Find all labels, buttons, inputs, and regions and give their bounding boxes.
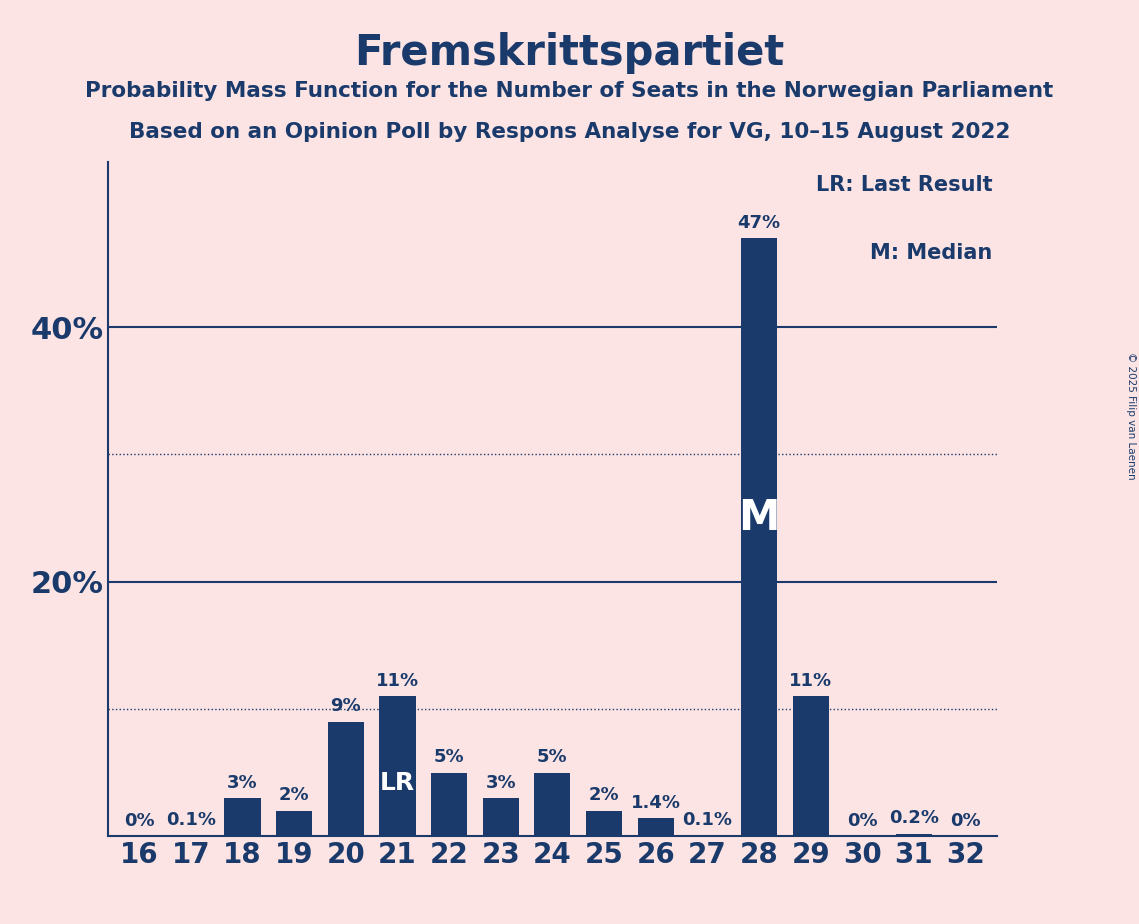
Text: 0%: 0% [124, 812, 155, 830]
Text: Fremskrittspartiet: Fremskrittspartiet [354, 32, 785, 74]
Text: M: M [738, 497, 780, 539]
Text: 0.1%: 0.1% [682, 810, 732, 829]
Text: LR: LR [380, 771, 415, 795]
Bar [328, 722, 363, 836]
Text: LR: Last Result: LR: Last Result [816, 176, 992, 195]
Bar [638, 819, 674, 836]
Text: 5%: 5% [538, 748, 567, 766]
Text: 47%: 47% [737, 213, 780, 232]
Bar [741, 238, 777, 836]
Text: 2%: 2% [589, 786, 620, 805]
Bar [483, 798, 519, 836]
Text: 0.2%: 0.2% [888, 809, 939, 827]
Bar [585, 810, 622, 836]
Bar [896, 833, 932, 836]
Text: 0.1%: 0.1% [166, 810, 216, 829]
Text: 3%: 3% [485, 773, 516, 792]
Text: © 2025 Filip van Laenen: © 2025 Filip van Laenen [1126, 352, 1136, 480]
Bar [431, 772, 467, 836]
Text: M: Median: M: Median [870, 243, 992, 262]
Bar [379, 696, 416, 836]
Text: 1.4%: 1.4% [631, 794, 681, 812]
Bar [276, 810, 312, 836]
Bar [534, 772, 571, 836]
Bar [173, 835, 208, 836]
Text: 11%: 11% [376, 672, 419, 690]
Text: 5%: 5% [434, 748, 465, 766]
Text: 3%: 3% [227, 773, 257, 792]
Bar [224, 798, 261, 836]
Text: Based on an Opinion Poll by Respons Analyse for VG, 10–15 August 2022: Based on an Opinion Poll by Respons Anal… [129, 122, 1010, 142]
Bar [793, 696, 829, 836]
Bar [689, 835, 726, 836]
Text: 2%: 2% [279, 786, 310, 805]
Text: 9%: 9% [330, 698, 361, 715]
Text: Probability Mass Function for the Number of Seats in the Norwegian Parliament: Probability Mass Function for the Number… [85, 81, 1054, 102]
Text: 0%: 0% [950, 812, 981, 830]
Text: 11%: 11% [789, 672, 833, 690]
Text: 0%: 0% [847, 812, 878, 830]
